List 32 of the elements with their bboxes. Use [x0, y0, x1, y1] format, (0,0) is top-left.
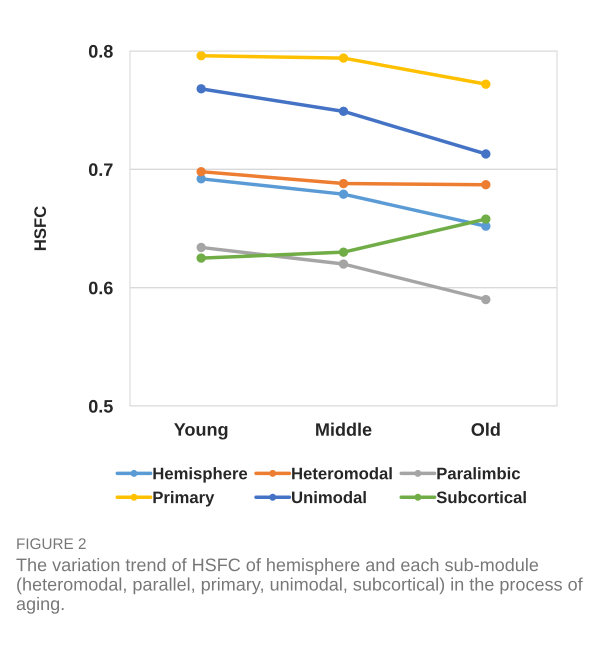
point	[338, 189, 348, 199]
y-tick-label: 0.7	[88, 163, 113, 176]
legend-label: Hemisphere	[153, 467, 248, 483]
point	[338, 106, 348, 116]
legend-label: Subcortical	[436, 491, 526, 504]
x-tick-label: Young	[174, 423, 228, 440]
point	[481, 180, 491, 190]
y-tick-label: 0.8	[88, 44, 113, 58]
point	[196, 167, 206, 176]
point	[196, 84, 206, 94]
point	[196, 253, 206, 263]
y-tick-label: 0.6	[88, 282, 113, 294]
point	[196, 242, 206, 252]
legend-label: Heteromodal	[292, 467, 392, 480]
text: The variation trend of HSFC of hemisphere and each sub-module (heteromodal, parallel, primary, unimodal, subcortical) in the process of aging.	[16, 558, 583, 614]
legend-label: Primary	[153, 491, 214, 507]
point	[338, 178, 348, 188]
x-tick-label: Middle	[316, 422, 372, 436]
legend-label: Unimodal	[292, 491, 366, 504]
point	[338, 53, 348, 63]
point	[196, 51, 206, 60]
legend-label: Paralimbic	[437, 467, 520, 480]
point	[481, 214, 491, 224]
x-tick-label: Old	[472, 422, 500, 436]
point	[481, 149, 491, 159]
y-axis-title: HSFC	[34, 206, 46, 250]
point	[481, 79, 491, 89]
point	[338, 259, 348, 269]
point	[481, 294, 491, 304]
point	[338, 247, 348, 257]
caption: FIGURE 2	[17, 538, 86, 550]
y-tick-label: 0.5	[88, 400, 113, 413]
